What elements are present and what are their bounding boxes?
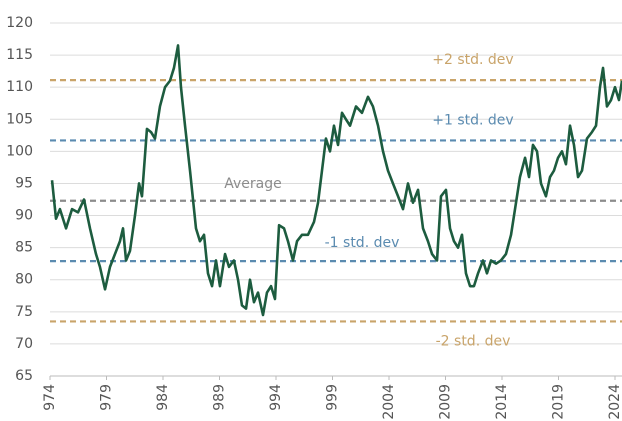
- y-tick-label: 100: [6, 143, 33, 159]
- y-tick-label: 80: [15, 272, 33, 288]
- y-tick-label: 105: [6, 111, 33, 127]
- data-line: [50, 44, 622, 317]
- y-tick-label: 115: [6, 47, 33, 63]
- y-tick-label: 65: [15, 368, 33, 384]
- y-tick-label: 120: [6, 15, 33, 31]
- reference-label: +1 std. dev: [432, 112, 513, 128]
- x-tick-label: 979: [98, 384, 114, 411]
- y-tick-label: 70: [15, 336, 33, 352]
- x-tick-label: 999: [324, 384, 340, 411]
- reference-label: Average: [224, 176, 282, 192]
- x-tick-label: 974: [42, 384, 58, 411]
- reference-label: +2 std. dev: [432, 52, 513, 68]
- y-tick-label: 75: [15, 304, 33, 320]
- y-tick-label: 85: [15, 240, 33, 256]
- x-tick-label: 994: [268, 384, 284, 411]
- x-tick-label: 2009: [437, 384, 453, 420]
- x-tick-label: 989: [211, 384, 227, 411]
- y-tick-label: 90: [15, 208, 33, 224]
- y-tick-label: 95: [15, 175, 33, 191]
- x-tick-label: 2004: [381, 384, 397, 420]
- x-tick-label: 984: [155, 384, 171, 411]
- reference-label: -2 std. dev: [436, 333, 511, 349]
- x-tick-label: 2014: [494, 384, 510, 420]
- x-tick-label: 2024: [607, 384, 622, 420]
- y-tick-label: 110: [6, 79, 33, 95]
- reference-label: -1 std. dev: [325, 235, 400, 251]
- x-tick-label: 2019: [550, 384, 566, 420]
